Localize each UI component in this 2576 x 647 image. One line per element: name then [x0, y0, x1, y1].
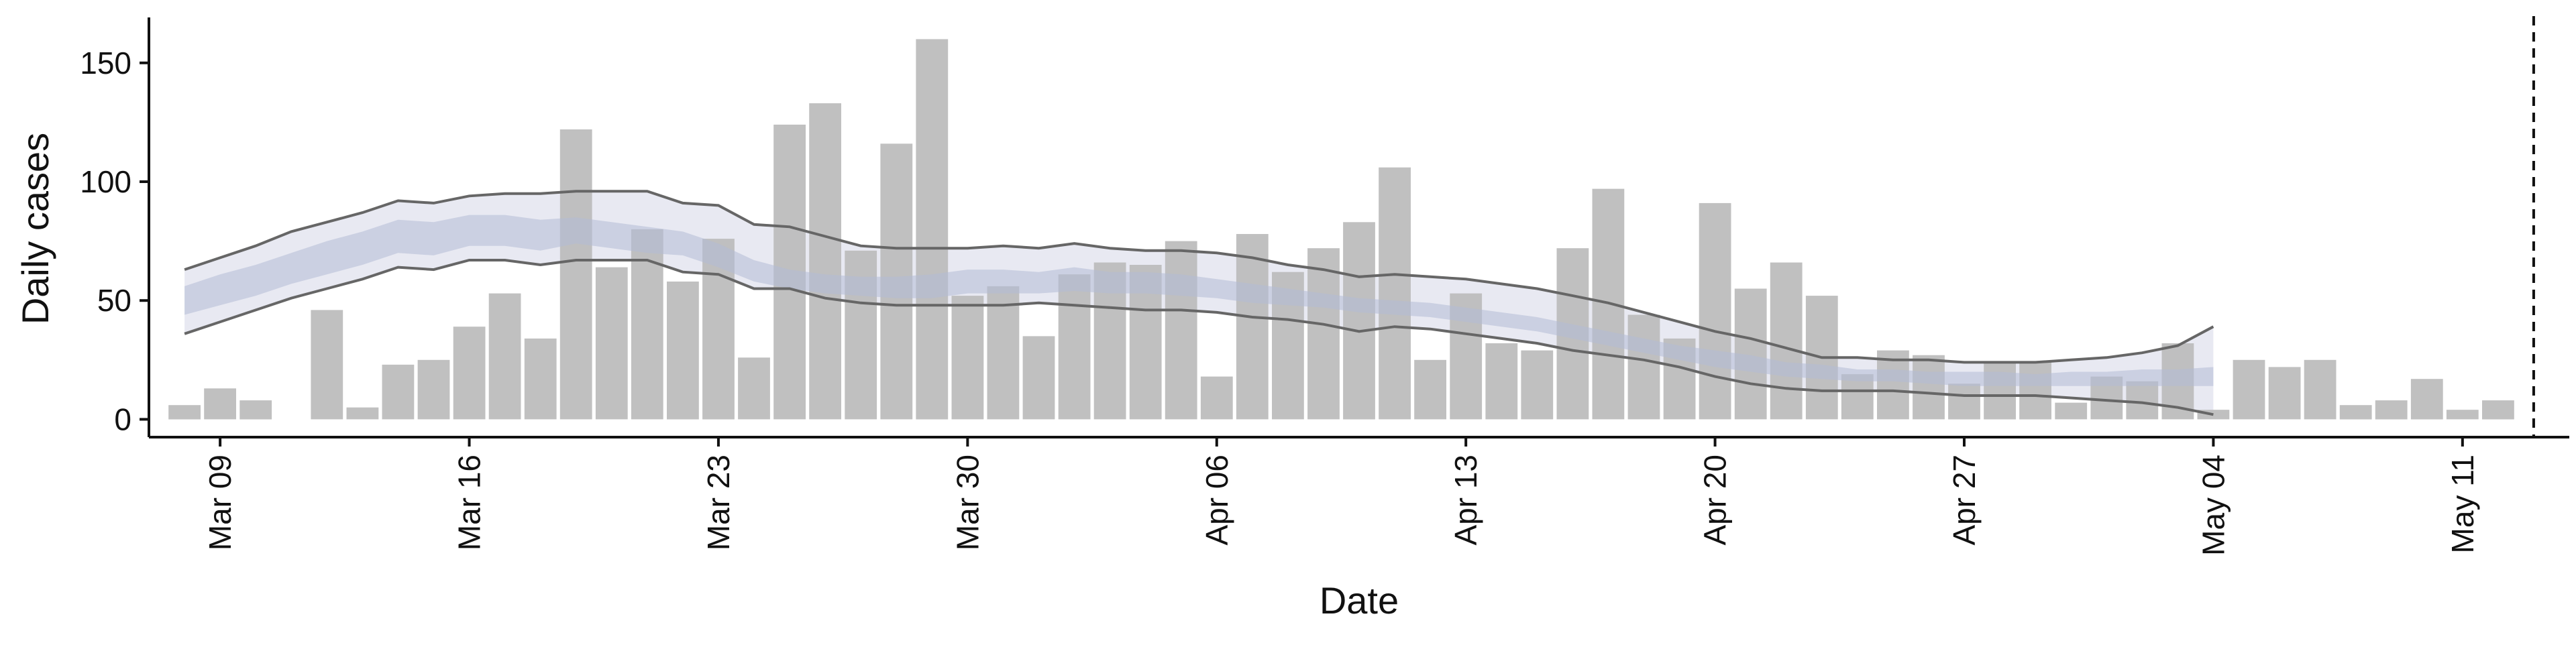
bar — [2268, 367, 2301, 420]
bar — [488, 293, 521, 420]
bar — [845, 250, 877, 420]
bar — [2055, 402, 2088, 420]
x-tick-label: May 04 — [2196, 455, 2231, 556]
y-tick-label: 50 — [97, 283, 131, 318]
bar — [346, 407, 379, 420]
bar — [1841, 374, 1874, 420]
bar — [951, 296, 984, 420]
x-axis-title: Date — [1320, 579, 1399, 622]
bar — [1770, 262, 1803, 420]
bar — [1058, 274, 1091, 420]
bar — [595, 267, 628, 420]
bar — [2410, 379, 2443, 420]
bar — [453, 327, 486, 420]
bar — [1200, 376, 1233, 420]
x-tick-label: Mar 30 — [950, 455, 985, 550]
y-axis-title: Daily cases — [14, 133, 56, 325]
upper-interval-line — [184, 190, 2214, 364]
axes: 0 50 100 150 Mar 09 Mar 16 Mar 23 Mar 30 Apr 06 A… — [80, 17, 2569, 556]
x-tick-label: Apr 06 — [1199, 455, 1234, 546]
bar — [2019, 362, 2051, 420]
x-tick-label: Mar 09 — [203, 455, 237, 550]
bar — [1343, 222, 1375, 420]
bar — [987, 286, 1020, 420]
bar — [239, 400, 272, 420]
bar — [524, 338, 557, 420]
bar — [1379, 167, 1411, 420]
bar — [1022, 336, 1055, 420]
bar — [2375, 400, 2408, 420]
bar — [667, 281, 699, 420]
bar — [2304, 359, 2337, 420]
bar — [2446, 410, 2479, 420]
y-tick-label: 100 — [80, 164, 131, 199]
bar — [1699, 202, 1731, 420]
bar — [2233, 359, 2265, 420]
x-tick-label: Apr 20 — [1698, 455, 1733, 546]
bar — [311, 310, 343, 420]
bar — [1236, 234, 1269, 420]
bar — [738, 357, 770, 420]
bar — [1627, 314, 1660, 420]
inner-band — [184, 215, 2214, 386]
bar — [1984, 362, 2016, 420]
bar — [417, 359, 450, 420]
bar — [1414, 359, 1446, 420]
x-tick-label: Apr 27 — [1947, 455, 1982, 546]
y-tick-label: 150 — [80, 46, 131, 80]
bar — [1307, 248, 1340, 420]
bar — [1877, 350, 1909, 420]
bar — [2126, 381, 2159, 420]
lower-interval-line — [184, 259, 2214, 416]
bar — [2482, 400, 2514, 420]
bar — [2339, 405, 2372, 420]
x-tick-label: May 11 — [2445, 455, 2480, 553]
bar — [168, 405, 201, 420]
x-tick-label: Mar 16 — [452, 455, 487, 550]
bar — [1948, 384, 1980, 420]
y-tick-label: 0 — [114, 402, 131, 436]
bar — [382, 364, 415, 420]
bar — [631, 229, 663, 420]
bar — [1165, 241, 1197, 420]
interval-lines — [184, 16, 2535, 437]
bar — [1521, 350, 1554, 420]
bar — [809, 103, 841, 420]
bar — [1485, 343, 1518, 420]
bar — [559, 129, 592, 420]
bar — [204, 388, 236, 420]
bar — [916, 39, 949, 420]
x-tick-label: Mar 23 — [701, 455, 736, 550]
x-tick-label: Apr 13 — [1448, 455, 1483, 546]
bar — [1913, 355, 1945, 420]
